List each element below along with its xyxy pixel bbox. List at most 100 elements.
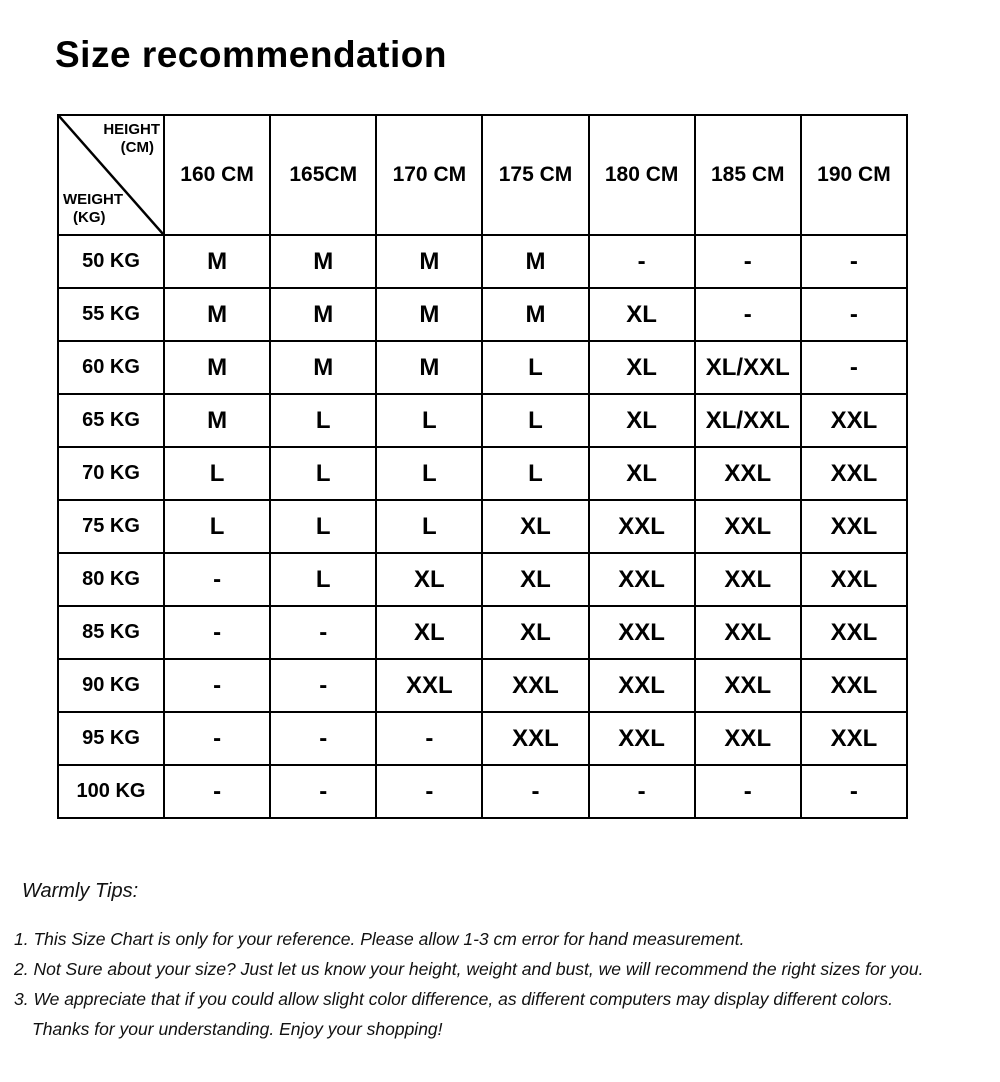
weight-unit-text: (KG) xyxy=(73,209,106,226)
size-cell: XL/XXL xyxy=(693,340,802,395)
size-cell: XXL xyxy=(481,711,590,766)
size-cell: M xyxy=(481,287,590,342)
size-cell: XXL xyxy=(481,658,590,713)
corner-cell: HEIGHT (CM) WEIGHT (KG) xyxy=(57,114,165,236)
header-row: HEIGHT (CM) WEIGHT (KG) 160 CM 165CM 170… xyxy=(57,114,909,236)
table-row: 55 KG M M M M XL - - xyxy=(57,287,909,342)
size-cell: XL xyxy=(587,393,696,448)
size-cell: - xyxy=(162,605,272,660)
size-cell: - xyxy=(162,552,272,607)
size-cell: M xyxy=(269,340,378,395)
size-cell: - xyxy=(693,764,802,819)
size-cell: XL xyxy=(375,552,484,607)
size-cell: M xyxy=(375,234,484,289)
page-title: Size recommendation xyxy=(55,34,447,75)
size-cell: XXL xyxy=(693,605,802,660)
tips-heading: Warmly Tips: xyxy=(22,880,139,902)
size-cell: M xyxy=(162,234,272,289)
size-cell: L xyxy=(162,499,272,554)
size-cell: L xyxy=(481,340,590,395)
table-row: 85 KG - - XL XL XXL XXL XXL xyxy=(57,605,909,660)
weight-row-label: 75 KG xyxy=(57,499,165,554)
weight-row-label: 90 KG xyxy=(57,658,165,713)
size-cell: XXL xyxy=(799,658,909,713)
weight-row-label: 100 KG xyxy=(57,764,165,819)
table-row: 100 KG - - - - - - - xyxy=(57,764,909,819)
diagonal-divider-line xyxy=(59,116,163,234)
table-row: 75 KG L L L XL XXL XXL XXL xyxy=(57,499,909,554)
column-header-185: 185 CM xyxy=(693,114,802,236)
table-row: 70 KG L L L L XL XXL XXL xyxy=(57,446,909,501)
size-cell: XXL xyxy=(799,711,909,766)
size-cell: M xyxy=(269,234,378,289)
size-cell: XXL xyxy=(693,552,802,607)
column-header-190: 190 CM xyxy=(799,114,909,236)
size-cell: M xyxy=(375,340,484,395)
size-cell: XL xyxy=(481,552,590,607)
column-header-175: 175 CM xyxy=(481,114,590,236)
size-cell: XL xyxy=(587,446,696,501)
column-header-180: 180 CM xyxy=(587,114,696,236)
weight-row-label: 70 KG xyxy=(57,446,165,501)
size-cell: XXL xyxy=(587,711,696,766)
weight-row-label: 55 KG xyxy=(57,287,165,342)
tip-item-1: 1. This Size Chart is only for your refe… xyxy=(14,929,745,949)
size-cell: - xyxy=(269,658,378,713)
size-cell: - xyxy=(799,234,909,289)
size-cell: XL xyxy=(481,499,590,554)
size-cell: M xyxy=(269,287,378,342)
size-cell: - xyxy=(269,764,378,819)
size-cell: L xyxy=(269,552,378,607)
size-cell: L xyxy=(269,499,378,554)
size-cell: - xyxy=(269,605,378,660)
size-cell: XXL xyxy=(799,446,909,501)
size-table-body: 50 KG M M M M - - -55 KG M M M M XL - -60 KG M M M L XL XL/X… xyxy=(57,234,909,819)
size-cell: - xyxy=(799,764,909,819)
column-header-160: 160 CM xyxy=(162,114,272,236)
table-row: 60 KG M M M L XL XL/XXL - xyxy=(57,340,909,395)
tip-item-3: 3. We appreciate that if you could allow… xyxy=(14,989,893,1009)
table-row: 90 KG - - XXL XXL XXL XXL XXL xyxy=(57,658,909,713)
table-row: 80 KG - L XL XL XXL XXL XXL xyxy=(57,552,909,607)
size-cell: XXL xyxy=(587,658,696,713)
size-cell: XXL xyxy=(693,711,802,766)
size-cell: XXL xyxy=(693,499,802,554)
size-cell: XXL xyxy=(799,552,909,607)
size-cell: - xyxy=(799,287,909,342)
size-cell: - xyxy=(481,764,590,819)
size-cell: - xyxy=(799,340,909,395)
size-cell: L xyxy=(375,446,484,501)
weight-row-label: 50 KG xyxy=(57,234,165,289)
size-cell: XL xyxy=(481,605,590,660)
size-cell: L xyxy=(162,446,272,501)
weight-row-label: 65 KG xyxy=(57,393,165,448)
table-row: 65 KG M L L L XL XL/XXL XXL xyxy=(57,393,909,448)
tips-list: 1. This Size Chart is only for your refe… xyxy=(14,924,1000,1044)
size-cell: M xyxy=(162,393,272,448)
size-cell: M xyxy=(162,340,272,395)
size-cell: L xyxy=(269,446,378,501)
size-cell: - xyxy=(162,764,272,819)
table-row: 50 KG M M M M - - - xyxy=(57,234,909,289)
size-cell: - xyxy=(269,711,378,766)
size-cell: - xyxy=(162,711,272,766)
size-cell: XXL xyxy=(587,605,696,660)
size-cell: XL xyxy=(375,605,484,660)
column-header-170: 170 CM xyxy=(375,114,484,236)
size-cell: XXL xyxy=(587,499,696,554)
size-cell: XXL xyxy=(799,499,909,554)
corner-height-label: HEIGHT (CM) xyxy=(103,121,160,157)
size-cell: XL/XXL xyxy=(693,393,802,448)
size-cell: - xyxy=(693,234,802,289)
size-cell: L xyxy=(481,446,590,501)
size-cell: XXL xyxy=(693,446,802,501)
size-cell: XXL xyxy=(587,552,696,607)
tip-item-2: 2. Not Sure about your size? Just let us… xyxy=(14,959,924,979)
weight-row-label: 60 KG xyxy=(57,340,165,395)
size-cell: XXL xyxy=(375,658,484,713)
size-cell: XL xyxy=(587,287,696,342)
column-header-165: 165CM xyxy=(269,114,378,236)
size-cell: XXL xyxy=(799,393,909,448)
size-cell: M xyxy=(481,234,590,289)
weight-row-label: 85 KG xyxy=(57,605,165,660)
